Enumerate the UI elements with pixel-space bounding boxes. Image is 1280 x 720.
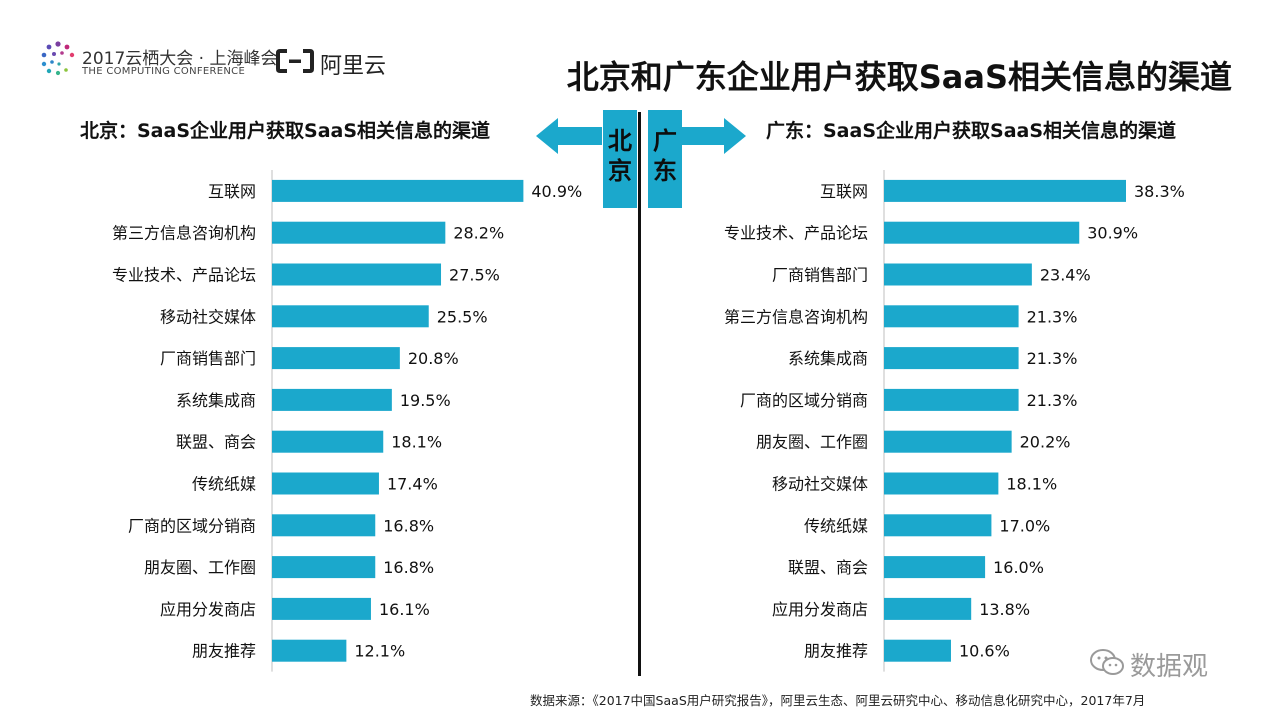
beijing-bar-chart: 互联网 40.9% 第三方信息咨询机构 28.2% 专业技术、产品论坛 27.5% 移动社交… (112, 170, 582, 672)
guangdong-category-label: 专业技术、产品论坛 (724, 224, 868, 243)
aliyun-logo-text: 阿里云 (320, 54, 387, 79)
guangdong-bar (884, 597, 972, 620)
beijing-value-label: 12.1% (354, 642, 405, 661)
city-label-guangdong: 广 东 (648, 110, 682, 208)
beijing-category-label: 应用分发商店 (160, 600, 256, 619)
guangdong-bar-chart: 互联网 38.3% 专业技术、产品论坛 30.9% 厂商销售部门 23.4% 第三方信息咨询… (724, 170, 1185, 672)
beijing-value-label: 19.5% (400, 391, 451, 410)
beijing-bar (272, 472, 379, 495)
wechat-watermark: 数据观 (1090, 646, 1240, 682)
guangdong-category-label: 移动社交媒体 (772, 475, 868, 494)
guangdong-category-label: 系统集成商 (788, 349, 868, 368)
guangdong-bar (884, 430, 1012, 453)
guangdong-value-label: 38.3% (1134, 182, 1185, 201)
arrow-right-icon (680, 118, 746, 154)
page-title: 北京和广东企业用户获取SaaS相关信息的渠道 (566, 58, 1232, 96)
beijing-category-label: 联盟、商会 (176, 433, 256, 452)
beijing-value-label: 27.5% (449, 266, 500, 285)
beijing-category-label: 移动社交媒体 (160, 307, 256, 326)
conference-subtitle: THE COMPUTING CONFERENCE (82, 66, 246, 77)
beijing-bar (272, 639, 347, 662)
beijing-value-label: 18.1% (391, 433, 442, 452)
guangdong-bar (884, 639, 951, 662)
guangdong-value-label: 21.3% (1027, 349, 1078, 368)
beijing-value-label: 16.8% (383, 516, 434, 535)
aliyun-bracket-icon (276, 49, 314, 73)
guangdong-value-label: 16.0% (993, 558, 1044, 577)
city-label-beijing-char1: 北 (608, 127, 632, 155)
guangdong-category-label: 第三方信息咨询机构 (724, 307, 868, 326)
beijing-category-label: 朋友圈、工作圈 (144, 558, 256, 577)
guangdong-bar (884, 263, 1032, 286)
guangdong-value-label: 20.2% (1020, 433, 1071, 452)
beijing-value-label: 20.8% (408, 349, 459, 368)
conference-name: 2017云栖大会 · 上海峰会 (82, 49, 278, 69)
beijing-category-label: 厂商的区域分销商 (128, 516, 256, 535)
beijing-bar (272, 347, 400, 370)
guangdong-value-label: 13.8% (979, 600, 1030, 619)
left-chart-title: 北京：SaaS企业用户获取SaaS相关信息的渠道 (80, 120, 491, 142)
beijing-bar (272, 597, 371, 620)
beijing-value-label: 16.1% (379, 600, 430, 619)
beijing-bar (272, 263, 442, 286)
guangdong-value-label: 10.6% (959, 642, 1010, 661)
guangdong-category-label: 朋友推荐 (804, 642, 868, 661)
conference-dots-icon (41, 41, 75, 76)
beijing-category-label: 传统纸媒 (192, 475, 256, 494)
guangdong-value-label: 30.9% (1087, 224, 1138, 243)
guangdong-bar (884, 514, 992, 537)
beijing-category-label: 朋友推荐 (192, 642, 256, 661)
city-label-beijing: 北 京 (603, 110, 637, 208)
beijing-bar (272, 388, 392, 411)
beijing-bar (272, 179, 524, 202)
beijing-value-label: 17.4% (387, 475, 438, 494)
guangdong-value-label: 23.4% (1040, 266, 1091, 285)
center-divider (638, 112, 641, 676)
guangdong-category-label: 应用分发商店 (772, 600, 868, 619)
beijing-value-label: 40.9% (531, 182, 582, 201)
beijing-category-label: 专业技术、产品论坛 (112, 266, 256, 285)
beijing-category-label: 厂商销售部门 (160, 349, 256, 368)
guangdong-value-label: 18.1% (1006, 475, 1057, 494)
wechat-icon (1090, 649, 1124, 675)
guangdong-category-label: 联盟、商会 (788, 558, 868, 577)
beijing-value-label: 16.8% (383, 558, 434, 577)
beijing-bar (272, 556, 376, 579)
data-source-note: 数据来源：《2017中国SaaS用户研究报告》，阿里云生态、阿里云研究中心、移动… (530, 693, 1146, 708)
beijing-bar (272, 221, 446, 244)
arrow-left-icon (536, 118, 602, 154)
beijing-category-label: 互联网 (208, 182, 256, 201)
guangdong-category-label: 互联网 (820, 182, 868, 201)
city-label-beijing-char2: 京 (608, 157, 632, 185)
beijing-bar (272, 514, 376, 537)
beijing-value-label: 28.2% (453, 224, 504, 243)
city-label-guangdong-char1: 广 (653, 127, 677, 155)
guangdong-category-label: 朋友圈、工作圈 (756, 433, 868, 452)
guangdong-bar (884, 179, 1126, 202)
guangdong-category-label: 厂商的区域分销商 (740, 391, 868, 410)
guangdong-value-label: 21.3% (1027, 391, 1078, 410)
guangdong-bar (884, 305, 1019, 328)
guangdong-bar (884, 347, 1019, 370)
guangdong-bar (884, 556, 986, 579)
guangdong-category-label: 厂商销售部门 (772, 266, 868, 285)
beijing-value-label: 25.5% (437, 307, 488, 326)
beijing-category-label: 系统集成商 (176, 391, 256, 410)
wechat-account-name: 数据观 (1130, 652, 1209, 682)
city-label-guangdong-char2: 东 (653, 157, 677, 185)
guangdong-bar (884, 388, 1019, 411)
beijing-bar (272, 430, 384, 453)
guangdong-bar (884, 472, 999, 495)
guangdong-value-label: 17.0% (999, 516, 1050, 535)
guangdong-category-label: 传统纸媒 (804, 516, 868, 535)
right-chart-title: 广东：SaaS企业用户获取SaaS相关信息的渠道 (766, 120, 1177, 142)
guangdong-bar (884, 221, 1080, 244)
guangdong-value-label: 21.3% (1027, 307, 1078, 326)
beijing-bar (272, 305, 429, 328)
beijing-category-label: 第三方信息咨询机构 (112, 224, 256, 243)
conference-logo: 2017云栖大会 · 上海峰会 THE COMPUTING CONFERENCE… (40, 40, 400, 80)
